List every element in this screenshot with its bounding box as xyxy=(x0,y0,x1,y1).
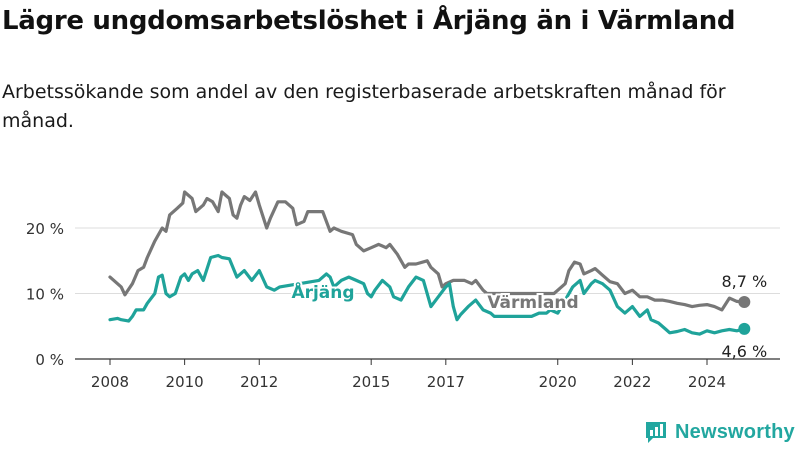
x-tick-label: 2017 xyxy=(427,373,465,391)
series-end-label-arjang: 4,6 % xyxy=(721,342,767,361)
series-end-point-arjang xyxy=(738,322,751,335)
x-tick-label: 2012 xyxy=(240,373,278,391)
series-end-point-varmland xyxy=(738,296,751,309)
newsworthy-logo-icon xyxy=(646,422,666,443)
x-tick-label: 2024 xyxy=(688,373,726,391)
series-label-arjang: Årjäng xyxy=(291,280,354,303)
series-line-arjang xyxy=(108,253,746,336)
series-label-varmland: Värmland xyxy=(487,293,578,313)
brand-name: Newsworthy xyxy=(675,420,795,443)
series-end-label-varmland: 8,7 % xyxy=(721,272,767,291)
brand-logo: Newsworthy xyxy=(644,420,795,444)
chart-subtitle: Arbetssökande som andel av den registerb… xyxy=(2,81,726,132)
x-tick-label: 2022 xyxy=(613,373,651,391)
series-line-varmland xyxy=(108,190,746,312)
x-tick-label: 2020 xyxy=(539,373,577,391)
y-tick-label: 10 % xyxy=(26,286,64,304)
y-tick-label: 0 % xyxy=(35,351,64,369)
x-tick-label: 2010 xyxy=(166,373,204,391)
chart-title: Lägre ungdomsarbetslöshet i Årjäng än i … xyxy=(2,6,736,36)
y-tick-label: 20 % xyxy=(26,220,64,238)
x-tick-label: 2015 xyxy=(352,373,390,391)
x-tick-label: 2008 xyxy=(91,373,129,391)
